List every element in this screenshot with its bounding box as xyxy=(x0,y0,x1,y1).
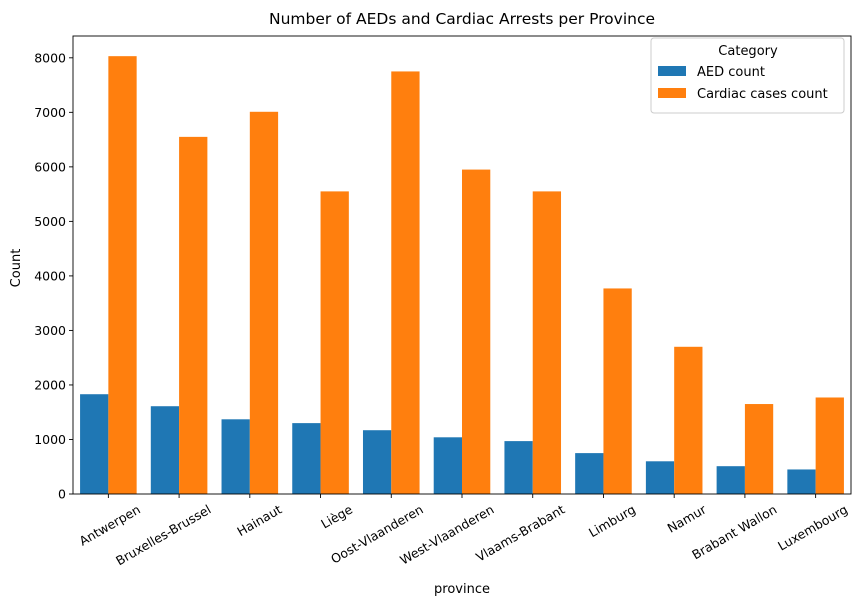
bar-aed-6 xyxy=(504,441,533,494)
bar-aed-9 xyxy=(716,466,745,494)
x-tick-label-2: Hainaut xyxy=(234,502,284,540)
y-tick-label-4: 4000 xyxy=(34,268,66,283)
legend-label-aed: AED count xyxy=(697,65,765,80)
y-tick-label-2: 2000 xyxy=(34,377,66,392)
legend: Category AED count Cardiac cases count xyxy=(650,37,845,114)
bar-aed-3 xyxy=(292,423,321,494)
plot-area: 0 1000 2000 3000 4000 5000 6000 7000 8000 Antwerp… xyxy=(34,35,852,568)
bar-cardiac-8 xyxy=(674,346,703,494)
legend-swatch-cardiac xyxy=(658,88,686,98)
y-tick-label-1: 1000 xyxy=(34,432,66,447)
legend-title: Category xyxy=(718,44,778,59)
x-tick-label-0: Antwerpen xyxy=(76,502,142,549)
bar-aed-7 xyxy=(575,453,604,494)
y-tick-label-3: 3000 xyxy=(34,323,66,338)
bar-cardiac-0 xyxy=(108,56,137,495)
bar-cardiac-7 xyxy=(603,288,632,494)
bar-aed-1 xyxy=(150,406,180,494)
x-tick-label-10: Luxembourg xyxy=(775,502,850,554)
bar-cardiac-6 xyxy=(532,191,562,494)
bar-aed-5 xyxy=(433,437,462,494)
bar-cardiac-1 xyxy=(179,136,208,494)
y-tick-label-8: 8000 xyxy=(34,50,66,65)
y-tick-label-7: 7000 xyxy=(34,105,66,120)
bar-cardiac-5 xyxy=(462,169,491,494)
y-tick-label-5: 5000 xyxy=(34,214,66,229)
y-axis-label: Count xyxy=(9,249,24,288)
chart-title: Number of AEDs and Cardiac Arrests per P… xyxy=(269,10,655,28)
bar-cardiac-3 xyxy=(320,191,349,494)
legend-swatch-aed xyxy=(658,66,686,76)
x-tick-label-8: Namur xyxy=(665,501,710,536)
y-tick-label-6: 6000 xyxy=(34,159,66,174)
legend-label-cardiac: Cardiac cases count xyxy=(697,87,828,102)
x-axis-label: province xyxy=(434,582,490,597)
bar-cardiac-10 xyxy=(815,397,844,494)
bar-aed-2 xyxy=(221,419,250,494)
bar-aed-4 xyxy=(362,430,392,494)
bar-aed-10 xyxy=(787,469,816,494)
legend-frame xyxy=(650,37,845,114)
bar-aed-0 xyxy=(80,394,109,494)
bar-cardiac-2 xyxy=(249,111,279,494)
bar-cardiac-9 xyxy=(744,404,774,494)
bar-cardiac-4 xyxy=(391,71,420,494)
y-tick-label-0: 0 xyxy=(58,487,66,502)
x-tick-label-3: Liège xyxy=(318,501,355,531)
x-tick-label-7: Limburg xyxy=(586,502,638,541)
bar-aed-8 xyxy=(645,461,675,494)
